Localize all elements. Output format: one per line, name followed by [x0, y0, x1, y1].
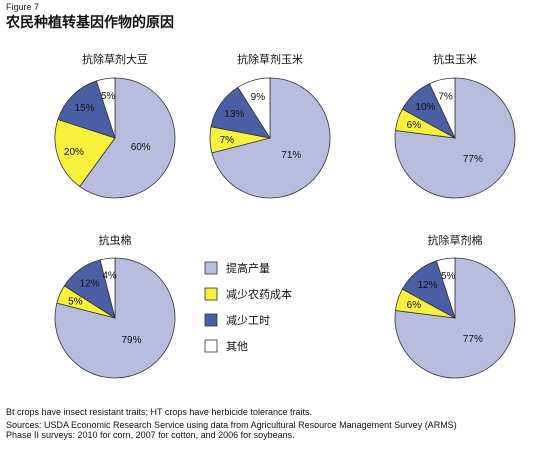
footnote-surveys: Phase II surveys: 2010 for corn, 2007 fo…: [6, 430, 295, 440]
pie-slice: [435, 257, 456, 319]
figure-label: Figure 7: [6, 2, 40, 12]
slice-label: 13%: [224, 109, 244, 120]
pie-title: 抗除草剂棉: [428, 233, 483, 247]
pie-slice: [394, 257, 516, 379]
pie-slice: [99, 257, 116, 319]
pie-title: 抗除草剂玉米: [237, 52, 303, 66]
slice-label: 71%: [281, 150, 301, 161]
legend-label: 减少工时: [226, 314, 270, 327]
slice-label: 15%: [74, 103, 94, 114]
slice-label: 4%: [102, 271, 117, 282]
slice-label: 20%: [64, 147, 84, 158]
pie-charts-canvas: 抗除草剂大豆 60% 20% 15% 5% 抗除草剂玉米 71% 7% 13% 9% 抗虫玉米 77%…: [54, 52, 516, 379]
pie-chart-3: 抗虫玉米 77% 6% 10%7%: [394, 52, 516, 199]
pie-chart-2: 抗除草剂玉米 71% 7% 13% 9%: [209, 52, 331, 199]
pie-slice: [394, 77, 516, 199]
footnote-traits: Bt crops have insect resistant traits; H…: [6, 407, 312, 417]
pie-slice: [211, 77, 331, 199]
slice-label: 77%: [463, 334, 483, 345]
slice-label: 12%: [417, 280, 437, 291]
legend-swatch: [204, 313, 218, 327]
chart-title: 农民种植转基因作物的原因: [6, 15, 174, 31]
pie-chart-1: 抗除草剂大豆 60% 20% 15% 5%: [54, 52, 176, 199]
pie-slice: [428, 77, 456, 139]
pie-title: 抗除草剂大豆: [82, 52, 148, 66]
slice-label: 9%: [251, 92, 266, 103]
pie-title: 抗虫玉米: [433, 52, 477, 66]
slice-label: 5%: [68, 296, 83, 307]
legend-label: 减少农药成本: [226, 287, 292, 301]
pie-slice: [54, 118, 116, 188]
slice-label: 12%: [80, 279, 100, 290]
slice-label: 77%: [463, 154, 483, 165]
footnotes: Bt crops have insect resistant traits; H…: [6, 407, 546, 441]
slice-label: 79%: [121, 335, 141, 346]
pie-slice: [237, 77, 271, 140]
pie-title: 抗虫棉: [99, 233, 132, 247]
slice-label: 5%: [101, 91, 116, 102]
legend-swatch: [204, 261, 218, 275]
legend-label: 其他: [226, 340, 248, 353]
slice-label: 10%: [415, 102, 435, 113]
legend-swatch: [204, 287, 218, 301]
pie-chart-5: 抗除草剂棉 77% 6% 12% 5%: [394, 233, 516, 379]
legend-label: 提高产量: [226, 261, 270, 275]
slice-label: 5%: [441, 271, 456, 282]
footnote-sources: Sources: USDA Economic Research Service …: [6, 419, 457, 430]
slice-label: 7%: [438, 91, 453, 102]
pie-slice: [79, 77, 176, 199]
legend-swatch: [204, 339, 218, 353]
slice-label: 7%: [220, 135, 235, 146]
pie-chart-4: 抗虫棉 79% 5% 12%4%: [54, 233, 176, 379]
slice-label: 6%: [407, 300, 422, 311]
pie-slice: [95, 77, 116, 139]
slice-label: 60%: [131, 142, 151, 153]
slice-label: 6%: [407, 120, 422, 131]
